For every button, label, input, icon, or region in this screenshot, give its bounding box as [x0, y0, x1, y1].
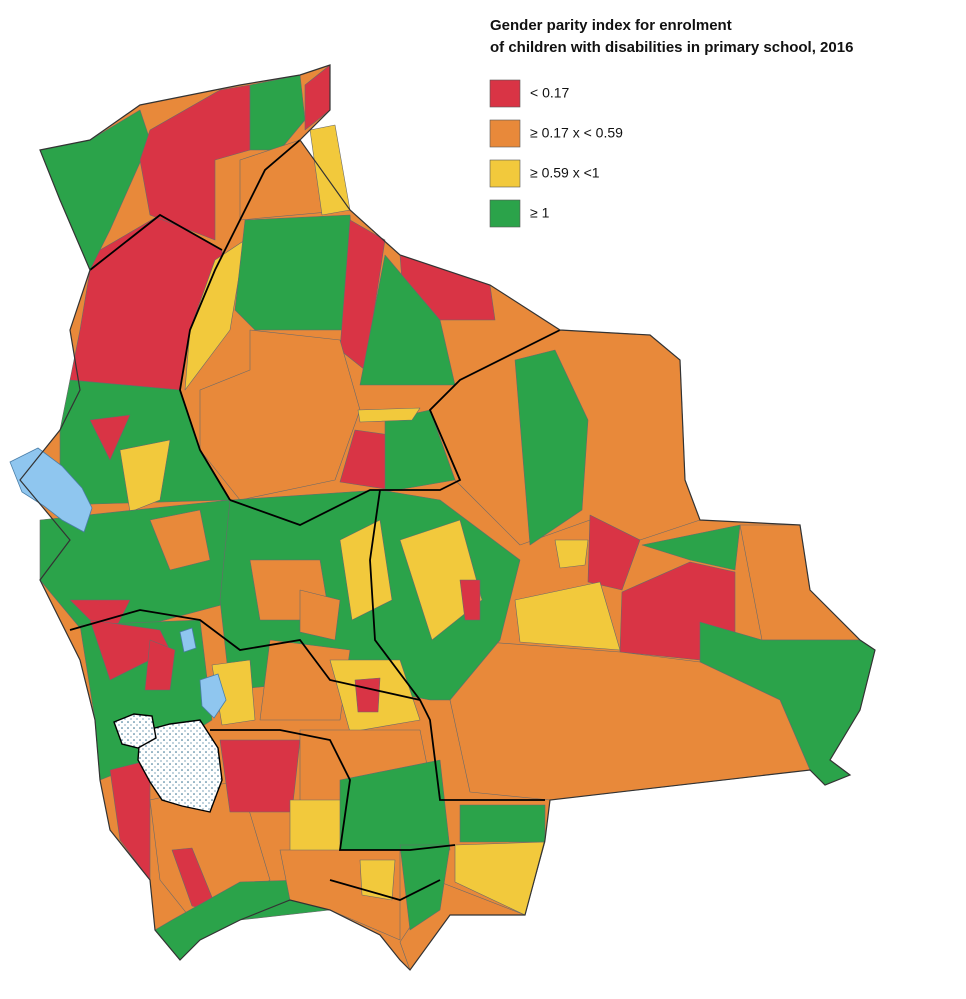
- border: [69, 609, 421, 701]
- region: [89, 414, 131, 461]
- country-outline: [19, 64, 876, 971]
- border: [89, 213, 223, 271]
- salt-flat: [113, 713, 157, 749]
- salt-flat: [137, 719, 223, 813]
- region: [339, 519, 393, 621]
- region: [144, 639, 176, 691]
- region: [119, 439, 171, 513]
- region: [459, 804, 546, 843]
- region: [514, 581, 621, 651]
- legend-title: Gender parity index for enrolment: [490, 17, 732, 34]
- legend-label: ≥ 0.17 x < 0.59: [530, 125, 623, 141]
- region: [299, 589, 341, 641]
- border: [210, 729, 456, 851]
- water-and-salt-flats: [9, 447, 227, 813]
- region: [514, 349, 589, 546]
- regions: [19, 64, 876, 971]
- region: [357, 407, 421, 423]
- lake: [9, 447, 93, 533]
- legend-label: ≥ 0.59 x <1: [530, 165, 600, 181]
- legend-title: of children with disabilities in primary…: [490, 39, 853, 56]
- legend-swatch: [489, 119, 521, 148]
- border: [229, 329, 561, 526]
- legend-label: ≥ 1: [530, 205, 550, 221]
- region: [234, 214, 361, 331]
- region: [554, 539, 589, 569]
- region: [354, 677, 381, 713]
- legend-label: < 0.17: [530, 85, 570, 101]
- region: [399, 519, 483, 641]
- border: [179, 139, 301, 501]
- legend-swatch: [489, 199, 521, 228]
- region: [219, 739, 301, 813]
- region: [149, 509, 211, 571]
- region: [339, 759, 451, 851]
- legend-swatch: [489, 159, 521, 188]
- legend: < 0.17 ≥ 0.17 x < 0.59 ≥ 0.59 x <1 ≥ 1: [489, 79, 623, 228]
- lake: [179, 627, 197, 653]
- department-borders: [69, 139, 561, 901]
- region: [459, 579, 481, 621]
- region: [259, 639, 351, 721]
- region: [587, 514, 641, 591]
- legend-swatch: [489, 79, 521, 108]
- region: [641, 524, 741, 571]
- region: [139, 84, 251, 241]
- region: [359, 859, 396, 901]
- lake: [199, 673, 227, 719]
- border: [329, 879, 441, 901]
